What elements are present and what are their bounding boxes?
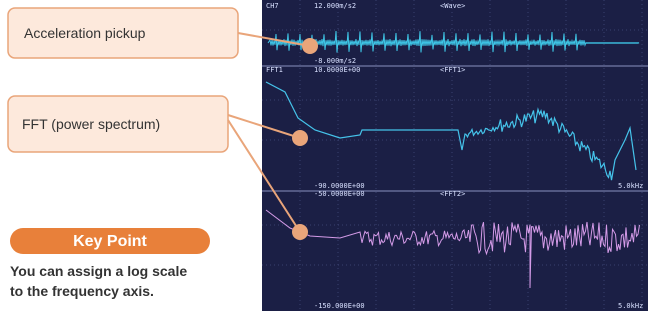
pointer-dot [292, 224, 308, 240]
screen-label: 10.0000E+00 [314, 66, 360, 74]
screen-label: 5.0kHz [618, 182, 643, 190]
screen-label: CH7 [266, 2, 279, 10]
key-point-title: Key Point [73, 233, 147, 250]
figure: CH7 12.000m/s2 <Wave> -8.000m/s2 FFT1 10… [0, 0, 648, 311]
screen-label: <FFT1> [440, 66, 465, 74]
screen-label: -50.0000E+00 [314, 190, 365, 198]
screen-label: -90.0000E+00 [314, 182, 365, 190]
screen-label: -150.000E+00 [314, 302, 365, 310]
key-point-text: You can assign a log scale [10, 263, 187, 279]
screen-label: <FFT2> [440, 190, 465, 198]
callout-text: FFT (power spectrum) [22, 116, 160, 132]
key-point-text: to the frequency axis. [10, 283, 154, 299]
pointer-dot [302, 38, 318, 54]
screen-label: FFT1 [266, 66, 283, 74]
screen-label: 12.000m/s2 [314, 2, 356, 10]
screen-label: -8.000m/s2 [314, 57, 356, 65]
screen-label: 5.0kHz [618, 302, 643, 310]
screen-label: <Wave> [440, 2, 465, 10]
pointer-dot [292, 130, 308, 146]
callout-text: Acceleration pickup [24, 25, 146, 41]
